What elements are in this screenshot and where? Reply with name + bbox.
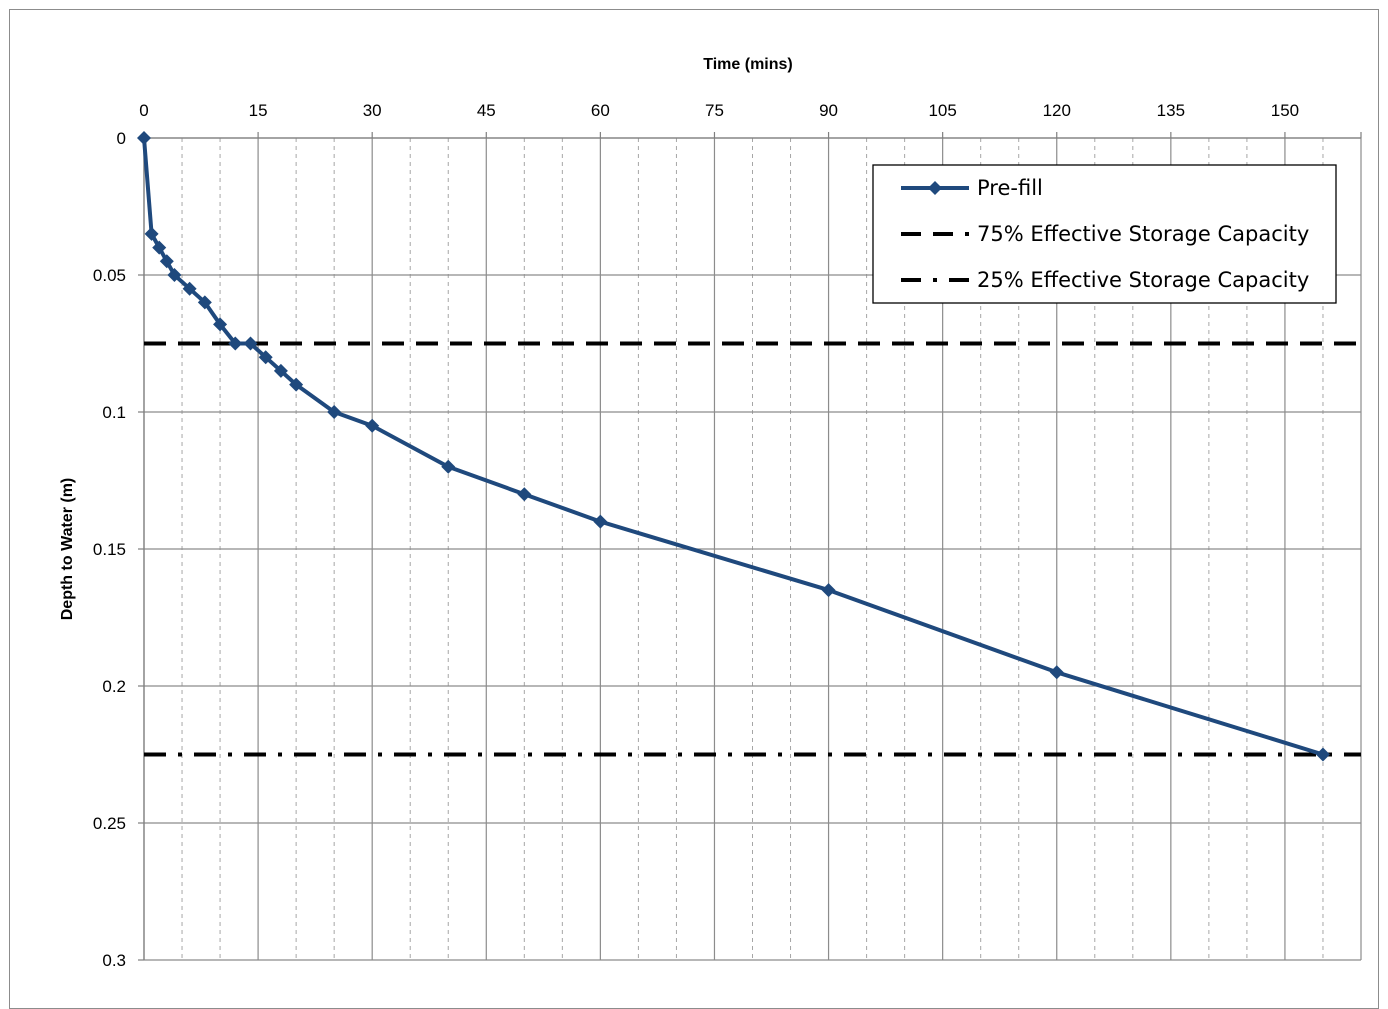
y-tick-label: 0.25: [93, 814, 126, 833]
y-tick-label: 0.15: [93, 540, 126, 559]
legend-label-25-percent: 25% Effective Storage Capacity: [977, 268, 1309, 292]
x-tick-label: 135: [1157, 101, 1185, 120]
data-point-marker: [258, 350, 273, 365]
legend-label-pre-fill: Pre-fill: [977, 176, 1043, 200]
data-point-marker: [327, 405, 342, 419]
legend-label-75-percent: 75% Effective Storage Capacity: [977, 222, 1309, 246]
data-point-marker: [441, 459, 456, 474]
x-tick-label: 60: [591, 101, 610, 120]
x-tick-label: 150: [1271, 101, 1299, 120]
y-tick-label: 0: [117, 129, 126, 148]
x-axis-title: Time (mins): [703, 56, 793, 73]
y-tick-label: 0.1: [102, 403, 126, 422]
data-point-marker: [137, 131, 151, 145]
data-point-marker: [1315, 747, 1330, 762]
legend-swatch-marker: [928, 181, 942, 195]
data-point-marker: [821, 583, 836, 598]
data-point-marker: [197, 295, 212, 310]
reference-lines: [144, 341, 1361, 757]
y-tick-label: 0.2: [102, 677, 126, 696]
data-point-marker: [167, 268, 182, 282]
data-point-marker: [365, 418, 380, 433]
data-point-marker: [152, 240, 167, 255]
x-tick-label: 105: [928, 101, 956, 120]
data-point-marker: [159, 254, 174, 269]
data-point-marker: [243, 336, 258, 351]
y-tick-label: 0.05: [93, 266, 126, 285]
data-point-marker: [1049, 665, 1064, 680]
data-point-marker: [593, 514, 608, 529]
y-tick-label: 0.3: [102, 951, 126, 970]
data-point-marker: [517, 487, 532, 502]
legend: Pre-fill 75% Effective Storage Capacity …: [872, 164, 1337, 304]
data-point-marker: [213, 317, 228, 332]
data-point-marker: [144, 226, 159, 241]
series-layer: [137, 131, 1330, 762]
y-axis-title: Depth to Water (m): [59, 478, 76, 621]
data-point-marker: [273, 363, 288, 378]
tick-labels: 0 15 30 45 60 75 90 105 120 135 150 0 0.05 0.1 0.15 0.2…: [93, 101, 1299, 970]
x-tick-label: 45: [477, 101, 496, 120]
x-tick-label: 120: [1043, 101, 1071, 120]
data-point-marker: [228, 336, 243, 351]
x-tick-label: 0: [139, 101, 148, 120]
x-tick-label: 90: [819, 101, 838, 120]
x-tick-label: 75: [705, 101, 724, 120]
x-tick-label: 15: [249, 101, 268, 120]
data-point-marker: [182, 281, 197, 296]
x-tick-label: 30: [363, 101, 382, 120]
data-point-marker: [289, 377, 304, 392]
